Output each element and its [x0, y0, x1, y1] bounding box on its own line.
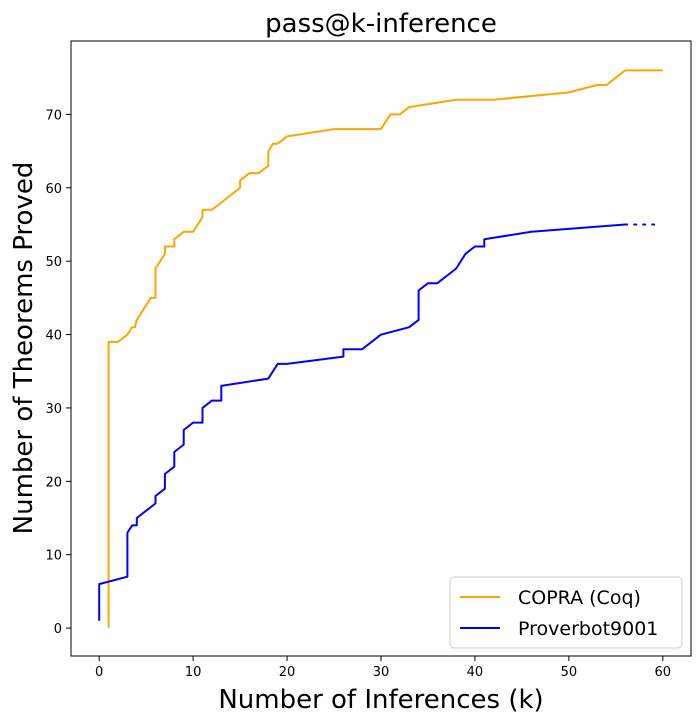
y-tick-label: 0	[54, 622, 62, 637]
plot-area	[70, 40, 692, 657]
series-layer	[98, 69, 663, 629]
y-tick-label: 40	[45, 329, 62, 344]
series-line-proverbot9001	[98, 223, 626, 621]
legend: COPRA (Coq) Proverbot9001	[449, 576, 683, 649]
y-tick-label: 50	[45, 255, 62, 270]
y-tick-label: 60	[45, 182, 62, 197]
series-line-copra-coq	[107, 69, 663, 629]
x-axis-label: Number of Inferences (k)	[218, 685, 543, 715]
x-tick-label: 40	[467, 665, 484, 680]
x-tick-label: 0	[95, 665, 103, 680]
y-tick-label: 30	[45, 402, 62, 417]
y-axis-label: Number of Theorems Proved	[9, 162, 39, 535]
x-tick-label: 10	[185, 665, 202, 680]
x-tick-label: 60	[655, 665, 672, 680]
y-tick-label: 20	[45, 475, 62, 490]
y-tick-label: 10	[45, 549, 62, 564]
legend-box	[449, 576, 683, 649]
chart-title: pass@k-inference	[265, 9, 497, 39]
x-tick-label: 30	[373, 665, 390, 680]
x-tick-label: 20	[279, 665, 296, 680]
y-tick-label: 70	[45, 108, 62, 123]
x-tick-label: 50	[561, 665, 578, 680]
legend-label-copra: COPRA (Coq)	[518, 587, 641, 609]
y-axis-ticks: 0 10 20 30 40 50 60 70	[45, 108, 71, 637]
legend-label-proverbot: Proverbot9001	[518, 618, 658, 640]
x-axis-ticks: 0 10 20 30 40 50 60	[95, 656, 671, 680]
